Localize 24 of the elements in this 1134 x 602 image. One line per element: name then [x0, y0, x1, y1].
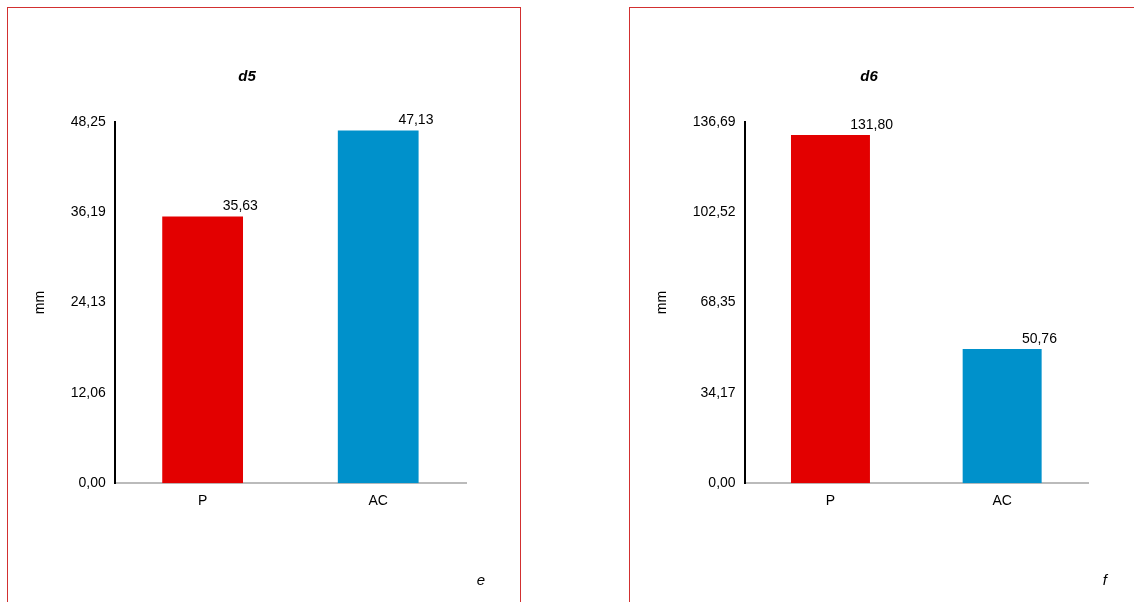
text: e: [476, 571, 485, 588]
y-axis-title: mm: [31, 290, 48, 315]
y-tick-label: 36,19: [70, 203, 107, 220]
y-tick-label: 0,00: [78, 474, 107, 491]
y-tick-label: 102,52: [692, 203, 736, 220]
x-tick-label: AC: [992, 492, 1012, 509]
x-tick-label: P: [197, 492, 208, 509]
text: f: [1102, 571, 1107, 588]
data-label: 131,80: [850, 115, 894, 132]
y-tick-label: 34,17: [700, 383, 736, 400]
data-label: 50,76: [1021, 329, 1058, 346]
y-tick-label: 12,06: [70, 383, 107, 400]
y-tick-label: 136,69: [692, 112, 736, 129]
y-tick-label: 0,00: [708, 474, 736, 491]
y-tick-label: 68,35: [700, 293, 736, 310]
chart-title: d5: [238, 67, 257, 85]
y-axis-title: mm: [653, 290, 670, 315]
data-label: 35,63: [222, 197, 259, 214]
x-tick-label: P: [825, 492, 836, 509]
data-label: 47,13: [398, 111, 434, 128]
x-tick-label: AC: [368, 492, 388, 509]
chart-title: d6: [860, 67, 879, 85]
y-tick-label: 48,25: [70, 112, 107, 129]
y-tick-label: 24,13: [70, 293, 107, 310]
